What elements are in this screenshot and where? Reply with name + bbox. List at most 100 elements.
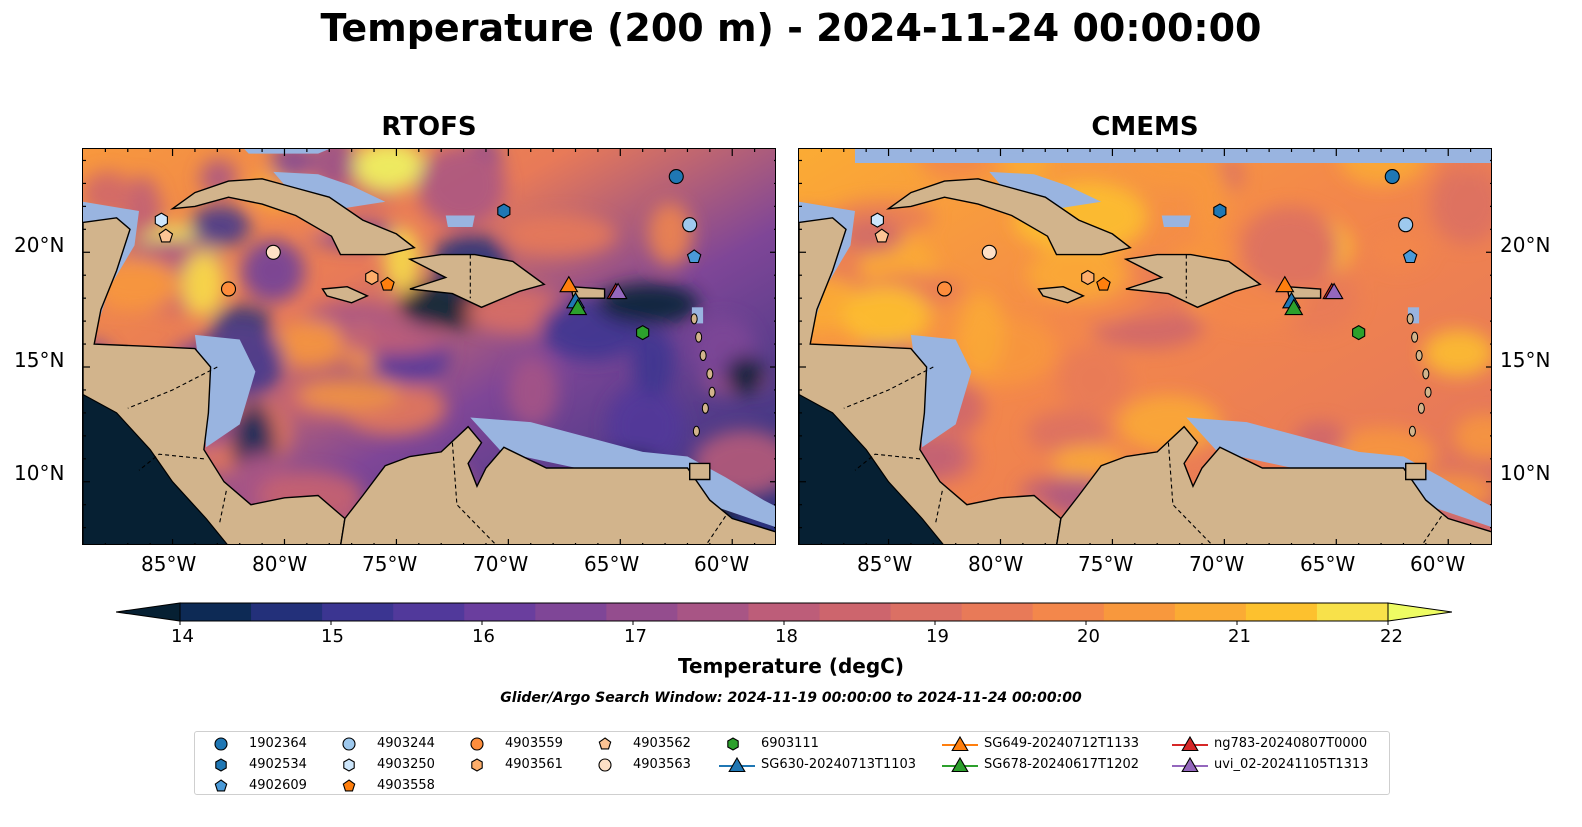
platform-marker-4902534[interactable]	[1213, 203, 1227, 219]
hexagon-icon	[343, 758, 355, 772]
lon-label: 85°W	[857, 552, 913, 576]
island	[699, 350, 707, 362]
legend-label: 4903250	[377, 757, 435, 772]
colorbar-tick: 22	[1380, 626, 1403, 647]
platform-marker-uvi_02-20241105T1313[interactable]	[1324, 282, 1344, 300]
landmass	[340, 425, 775, 544]
landmass	[885, 178, 1132, 256]
platform-marker-4903244[interactable]	[682, 217, 698, 233]
legend-marker	[727, 737, 739, 751]
legend-marker	[214, 779, 228, 792]
shallow-shelf	[910, 334, 972, 448]
colorbar-segment	[606, 603, 678, 621]
platform-marker-4902609[interactable]	[1402, 249, 1418, 264]
platform-marker-uvi_02-20241105T1313[interactable]	[608, 282, 628, 300]
colorbar-segment	[748, 603, 821, 621]
shallow-shelf	[989, 171, 1102, 209]
platform-marker-SG649-20240712T1133[interactable]	[559, 275, 579, 293]
colorbar	[116, 602, 1452, 625]
cmems-map[interactable]	[798, 148, 1492, 545]
colorbar-tick: 15	[321, 626, 344, 647]
platform-marker-4903250[interactable]	[154, 212, 168, 228]
platform-marker-4903563[interactable]	[981, 244, 997, 260]
hexagon-icon	[471, 758, 483, 772]
colorbar-segment	[1316, 603, 1389, 621]
legend-marker	[942, 735, 978, 752]
landmass	[1056, 425, 1491, 544]
country-border	[451, 442, 497, 544]
island	[1406, 313, 1414, 325]
country-border	[219, 490, 227, 524]
shallow-shelf	[194, 334, 256, 448]
rtofs-map[interactable]	[82, 148, 776, 545]
colorbar-segment	[1245, 603, 1318, 621]
platform-marker-4903244[interactable]	[1398, 217, 1414, 233]
platform-marker-6903111[interactable]	[636, 324, 650, 341]
triangle-icon	[728, 756, 746, 773]
platform-marker-SG649-20240712T1133[interactable]	[1275, 275, 1295, 293]
lat-label: 10°N	[1500, 461, 1551, 485]
platform-marker-SG678-20240617T1202[interactable]	[568, 298, 588, 316]
colorbar-segment	[961, 603, 1034, 621]
platform-marker-4903559[interactable]	[936, 281, 953, 297]
pacific-ocean	[799, 393, 944, 544]
legend-label: 1902364	[249, 736, 307, 751]
search-window-subtitle: Glider/Argo Search Window: 2024-11-19 00…	[500, 690, 1082, 706]
colorbar-segment	[1103, 603, 1176, 621]
shallow-shelf	[445, 215, 475, 227]
landmass	[1286, 285, 1322, 299]
colorbar-segment	[322, 603, 394, 621]
platform-marker-6903111[interactable]	[1352, 324, 1366, 341]
legend-label: ng783-20240807T0000	[1214, 736, 1368, 751]
colorbar-tick: 18	[775, 626, 798, 647]
legend-marker	[942, 756, 978, 773]
landmass	[1037, 285, 1086, 304]
platform-marker-4903563[interactable]	[265, 244, 281, 260]
island	[692, 425, 700, 437]
colorbar-segment	[464, 603, 536, 621]
platform-marker-4903561[interactable]	[365, 269, 379, 286]
legend-marker	[470, 737, 484, 751]
platform-marker-4903559[interactable]	[220, 281, 237, 297]
legend-marker	[598, 737, 612, 750]
colorbar-segment	[535, 603, 607, 621]
colorbar-segment	[393, 603, 465, 621]
platform-marker-SG678-20240617T1202[interactable]	[1284, 298, 1304, 316]
platform-marker-4903558[interactable]	[1096, 276, 1111, 291]
legend-marker	[215, 758, 227, 772]
lon-label: 65°W	[584, 552, 640, 576]
island	[1408, 425, 1416, 437]
platform-marker-1902364[interactable]	[1384, 168, 1400, 185]
platform-marker-4903561[interactable]	[1081, 269, 1095, 286]
island	[1411, 331, 1419, 343]
shallow-shelf	[960, 149, 1046, 154]
colorbar-label: Temperature (degC)	[678, 654, 904, 678]
shallow-shelf	[273, 171, 386, 209]
platform-marker-4903250[interactable]	[870, 212, 884, 228]
legend-label: uvi_02-20241105T1313	[1214, 757, 1369, 772]
pentagon-icon	[214, 779, 228, 792]
legend-label: 4902534	[249, 757, 307, 772]
legend-marker	[214, 737, 228, 751]
country-border	[854, 453, 920, 471]
platform-marker-4903562[interactable]	[158, 228, 174, 243]
panel-title-rtofs: RTOFS	[381, 112, 477, 142]
colorbar-over	[1387, 602, 1452, 622]
island	[708, 386, 716, 398]
triangle-icon	[1181, 735, 1199, 752]
platform-marker-4902609[interactable]	[686, 249, 702, 264]
platform-marker-4902534[interactable]	[497, 203, 511, 219]
platform-marker-4903558[interactable]	[380, 276, 395, 291]
country-border	[843, 366, 934, 409]
island	[706, 368, 714, 380]
island	[1424, 386, 1432, 398]
platform-marker-4903562[interactable]	[874, 228, 890, 243]
platform-marker-1902364[interactable]	[668, 168, 684, 185]
legend-marker	[342, 737, 356, 751]
shallow-shelf	[1161, 215, 1191, 227]
lon-label: 75°W	[1078, 552, 1134, 576]
legend-label: 4903562	[633, 736, 691, 751]
circle-icon	[214, 737, 228, 751]
circle-icon	[342, 737, 356, 751]
legend-label: SG649-20240712T1133	[984, 736, 1140, 751]
